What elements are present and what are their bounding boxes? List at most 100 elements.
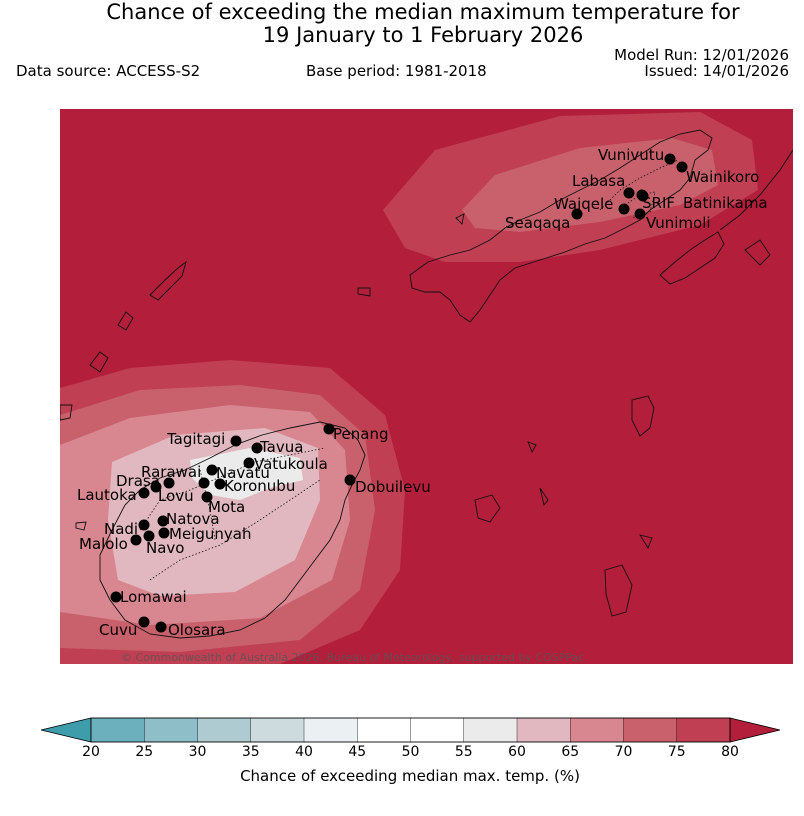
station-label: Navatu <box>216 464 270 482</box>
station-marker-meigunyah <box>158 527 170 539</box>
station-label: Dobuilevu <box>355 478 431 496</box>
colorbar-tick-label: 75 <box>667 744 686 760</box>
colorbar-cell <box>570 717 625 743</box>
station-marker-vunivutu <box>664 153 676 165</box>
station-label: Labasa <box>572 172 625 190</box>
station-label: Lovu <box>158 487 194 505</box>
station-label: Olosara <box>168 621 226 639</box>
colorbar-cell <box>144 717 199 743</box>
colorbar-tick-label: 50 <box>401 744 420 760</box>
issued-date: Issued: 14/01/2026 <box>644 62 789 80</box>
station-marker-navo <box>143 530 155 542</box>
station-markers <box>110 153 688 633</box>
colorbar-tick-label: 55 <box>454 744 473 760</box>
station-marker-tavua <box>251 442 263 454</box>
station-label: Meigunyah <box>169 525 251 543</box>
colorbar-cell <box>676 717 731 743</box>
colorbar-cell <box>516 717 571 743</box>
station-marker-batinikama <box>637 190 649 202</box>
colorbar-cell <box>463 717 518 743</box>
colorbar-tick-label: 80 <box>721 744 739 760</box>
station-marker-tagitagi <box>230 435 242 447</box>
colorbar-tick-label: 25 <box>135 744 154 760</box>
station-label: Koronubu <box>224 477 295 495</box>
station-marker-navatu <box>198 477 210 489</box>
station-marker-mota <box>201 491 213 503</box>
colorbar-outline <box>90 717 731 743</box>
colorbar-cells <box>90 717 731 743</box>
coastlines <box>60 129 793 639</box>
colorbar-cell <box>250 717 305 743</box>
colorbar-tick-label: 70 <box>614 744 633 760</box>
station-marker-lovu <box>150 481 162 493</box>
station-label: Malolo <box>79 535 128 553</box>
yasawa-islands <box>89 260 187 373</box>
station-label: Lautoka <box>77 486 137 504</box>
colorbar <box>40 717 781 743</box>
taveuni-coast <box>659 231 725 285</box>
station-marker-vatukoula <box>243 457 255 469</box>
station-label: Mota <box>208 498 245 516</box>
station-label: Cuvu <box>99 621 137 639</box>
station-label: Vunivutu <box>598 146 664 164</box>
station-marker-lautoka <box>138 487 150 499</box>
map-panel: Vunivutu Wainikoro Labasa Waiqele SRIF B… <box>60 109 793 664</box>
copyright-notice: © Commonwealth of Australia 2026, Bureau… <box>121 651 584 664</box>
station-marker-vunimoli <box>634 208 646 220</box>
station-marker-rarawai <box>206 464 218 476</box>
station-label: Wainikoro <box>686 168 759 186</box>
station-marker-seaqaqa <box>571 208 583 220</box>
station-marker-cuvu <box>138 616 150 628</box>
station-label: Waiqele <box>554 195 613 213</box>
small-islands <box>60 213 653 549</box>
base-period: Base period: 1981-2018 <box>306 62 487 80</box>
station-marker-malolo <box>130 534 142 546</box>
colorbar-tick-label: 40 <box>295 744 313 760</box>
station-label: Penang <box>333 425 388 443</box>
colorbar-tick-label: 65 <box>561 744 580 760</box>
station-label: Seaqaqa <box>505 214 570 232</box>
colorbar-arrow-high <box>729 717 781 743</box>
station-label: Tavua <box>259 438 303 456</box>
station-label: Vunimoli <box>646 214 711 232</box>
colorbar-tick-label: 35 <box>241 744 260 760</box>
station-labels: Vunivutu Wainikoro Labasa Waiqele SRIF B… <box>77 146 768 639</box>
station-label: Natova <box>166 510 220 528</box>
vanua-levu-coast <box>409 129 713 323</box>
station-label: Lomawai <box>120 588 187 606</box>
colorbar-cell <box>623 717 678 743</box>
station-label: Navo <box>146 539 184 557</box>
station-label: Rarawai <box>141 463 201 481</box>
colorbar-cell <box>303 717 358 743</box>
station-marker-labasa <box>623 187 635 199</box>
colorbar-title: Chance of exceeding median max. temp. (%… <box>240 767 580 785</box>
station-label: Batinikama <box>683 194 768 212</box>
colorbar-cell <box>357 717 412 743</box>
station-label: Nadi <box>104 520 138 538</box>
colorbar-tick-label: 30 <box>188 744 207 760</box>
data-source: Data source: ACCESS-S2 <box>16 62 201 80</box>
colorbar-tick-label: 20 <box>82 744 100 760</box>
station-label: Vatukoula <box>254 455 328 473</box>
station-label: Tagitagi <box>166 430 225 448</box>
vanua-levu-east-islands <box>474 395 655 617</box>
model-run: Model Run: 12/01/2026 <box>614 46 789 64</box>
station-label: SRIF <box>642 194 675 212</box>
chart-title-line1: Chance of exceeding the median maximum t… <box>106 0 740 24</box>
station-marker-drasa <box>163 477 175 489</box>
station-marker-lomawai <box>110 591 122 603</box>
colorbar-cell <box>90 717 145 743</box>
chart-title-line2: 19 January to 1 February 2026 <box>262 23 584 47</box>
colorbar-arrow-low <box>40 717 92 743</box>
colorbar-tick-label: 60 <box>508 744 526 760</box>
station-marker-wainikoro <box>676 161 688 173</box>
station-marker-penang <box>323 423 335 435</box>
eastern-coast <box>719 149 793 266</box>
station-marker-waiqele <box>618 203 630 215</box>
colorbar-cell <box>410 717 465 743</box>
station-marker-natova <box>157 515 169 527</box>
colorbar-cell <box>197 717 252 743</box>
station-marker-olosara <box>155 621 167 633</box>
station-label: Drasa <box>116 472 160 490</box>
